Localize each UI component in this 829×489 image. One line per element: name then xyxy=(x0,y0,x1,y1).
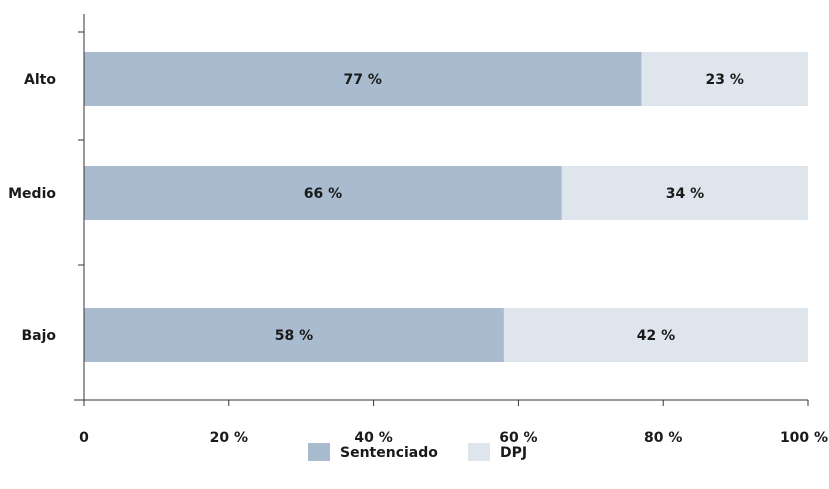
legend-label-dpj: DPJ xyxy=(500,445,527,461)
x-tick-label: 0 xyxy=(79,430,89,446)
bar-sentenciado-medio xyxy=(84,166,562,220)
category-label-medio: Medio xyxy=(8,186,56,202)
bar-dpj-bajo xyxy=(503,308,808,362)
data-label-sentenciado-bajo: 58 % xyxy=(275,328,313,344)
legend-label-sentenciado: Sentenciado xyxy=(340,445,438,461)
bars-group: 77 % 23 % 66 % 34 % 58 % 42 % xyxy=(84,52,808,362)
x-tick-label: 60 % xyxy=(499,430,537,446)
x-tick-label: 20 % xyxy=(210,430,248,446)
data-label-dpj-alto: 23 % xyxy=(706,72,744,88)
data-label-sentenciado-alto: 77 % xyxy=(344,72,382,88)
category-label-bajo: Bajo xyxy=(21,328,56,344)
bar-dpj-medio xyxy=(561,166,808,220)
data-label-dpj-medio: 34 % xyxy=(666,186,704,202)
legend-swatch-dpj xyxy=(468,443,490,461)
data-label-sentenciado-medio: 66 % xyxy=(304,186,342,202)
bar-dpj-alto xyxy=(641,52,808,106)
legend: Sentenciado DPJ xyxy=(308,443,527,461)
axes-group: Alto Medio Bajo 0 20 % 40 % 60 % 80 % 100 % xyxy=(8,14,828,446)
x-tick-label: 40 % xyxy=(354,430,392,446)
bar-sentenciado-bajo xyxy=(84,308,504,362)
data-label-dpj-bajo: 42 % xyxy=(637,328,675,344)
bar-sentenciado-alto xyxy=(84,52,642,106)
legend-swatch-sentenciado xyxy=(308,443,330,461)
category-label-alto: Alto xyxy=(24,72,56,88)
x-tick-label: 100 % xyxy=(780,430,828,446)
x-tick-label: 80 % xyxy=(644,430,682,446)
